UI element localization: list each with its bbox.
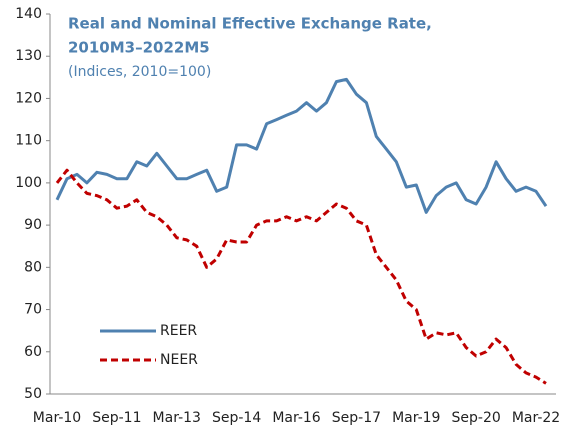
x-tick-label: Mar-19	[392, 410, 440, 426]
y-tick-label: 70	[24, 302, 42, 318]
legend-label: REER	[160, 323, 197, 339]
series-line	[55, 168, 547, 385]
legend-label: NEER	[160, 352, 198, 368]
x-tick-label: Sep-11	[92, 410, 141, 426]
x-tick-label: Mar-13	[153, 410, 201, 426]
y-tick-label: 100	[15, 175, 42, 191]
x-tick-label: Sep-20	[452, 410, 501, 426]
x-tick-label: Mar-10	[33, 410, 81, 426]
y-tick-label: 90	[24, 217, 42, 233]
chart-subtitle: (Indices, 2010=100)	[68, 64, 211, 80]
y-tick-label: 60	[24, 344, 42, 360]
y-tick-label: 80	[24, 259, 42, 275]
y-tick-label: 120	[15, 90, 42, 106]
x-tick-label: Mar-16	[272, 410, 320, 426]
y-tick-label: 110	[15, 133, 42, 149]
y-tick-label: 130	[15, 48, 42, 64]
y-tick-label: 50	[24, 386, 42, 402]
x-tick-label: Mar-22	[512, 410, 560, 426]
x-tick-label: Sep-17	[332, 410, 381, 426]
chart-title: 2010M3–2022M5	[68, 39, 210, 57]
chart-title: Real and Nominal Effective Exchange Rate…	[68, 15, 432, 33]
series-line	[55, 77, 548, 214]
y-tick-label: 140	[15, 6, 42, 22]
x-tick-label: Sep-14	[212, 410, 261, 426]
